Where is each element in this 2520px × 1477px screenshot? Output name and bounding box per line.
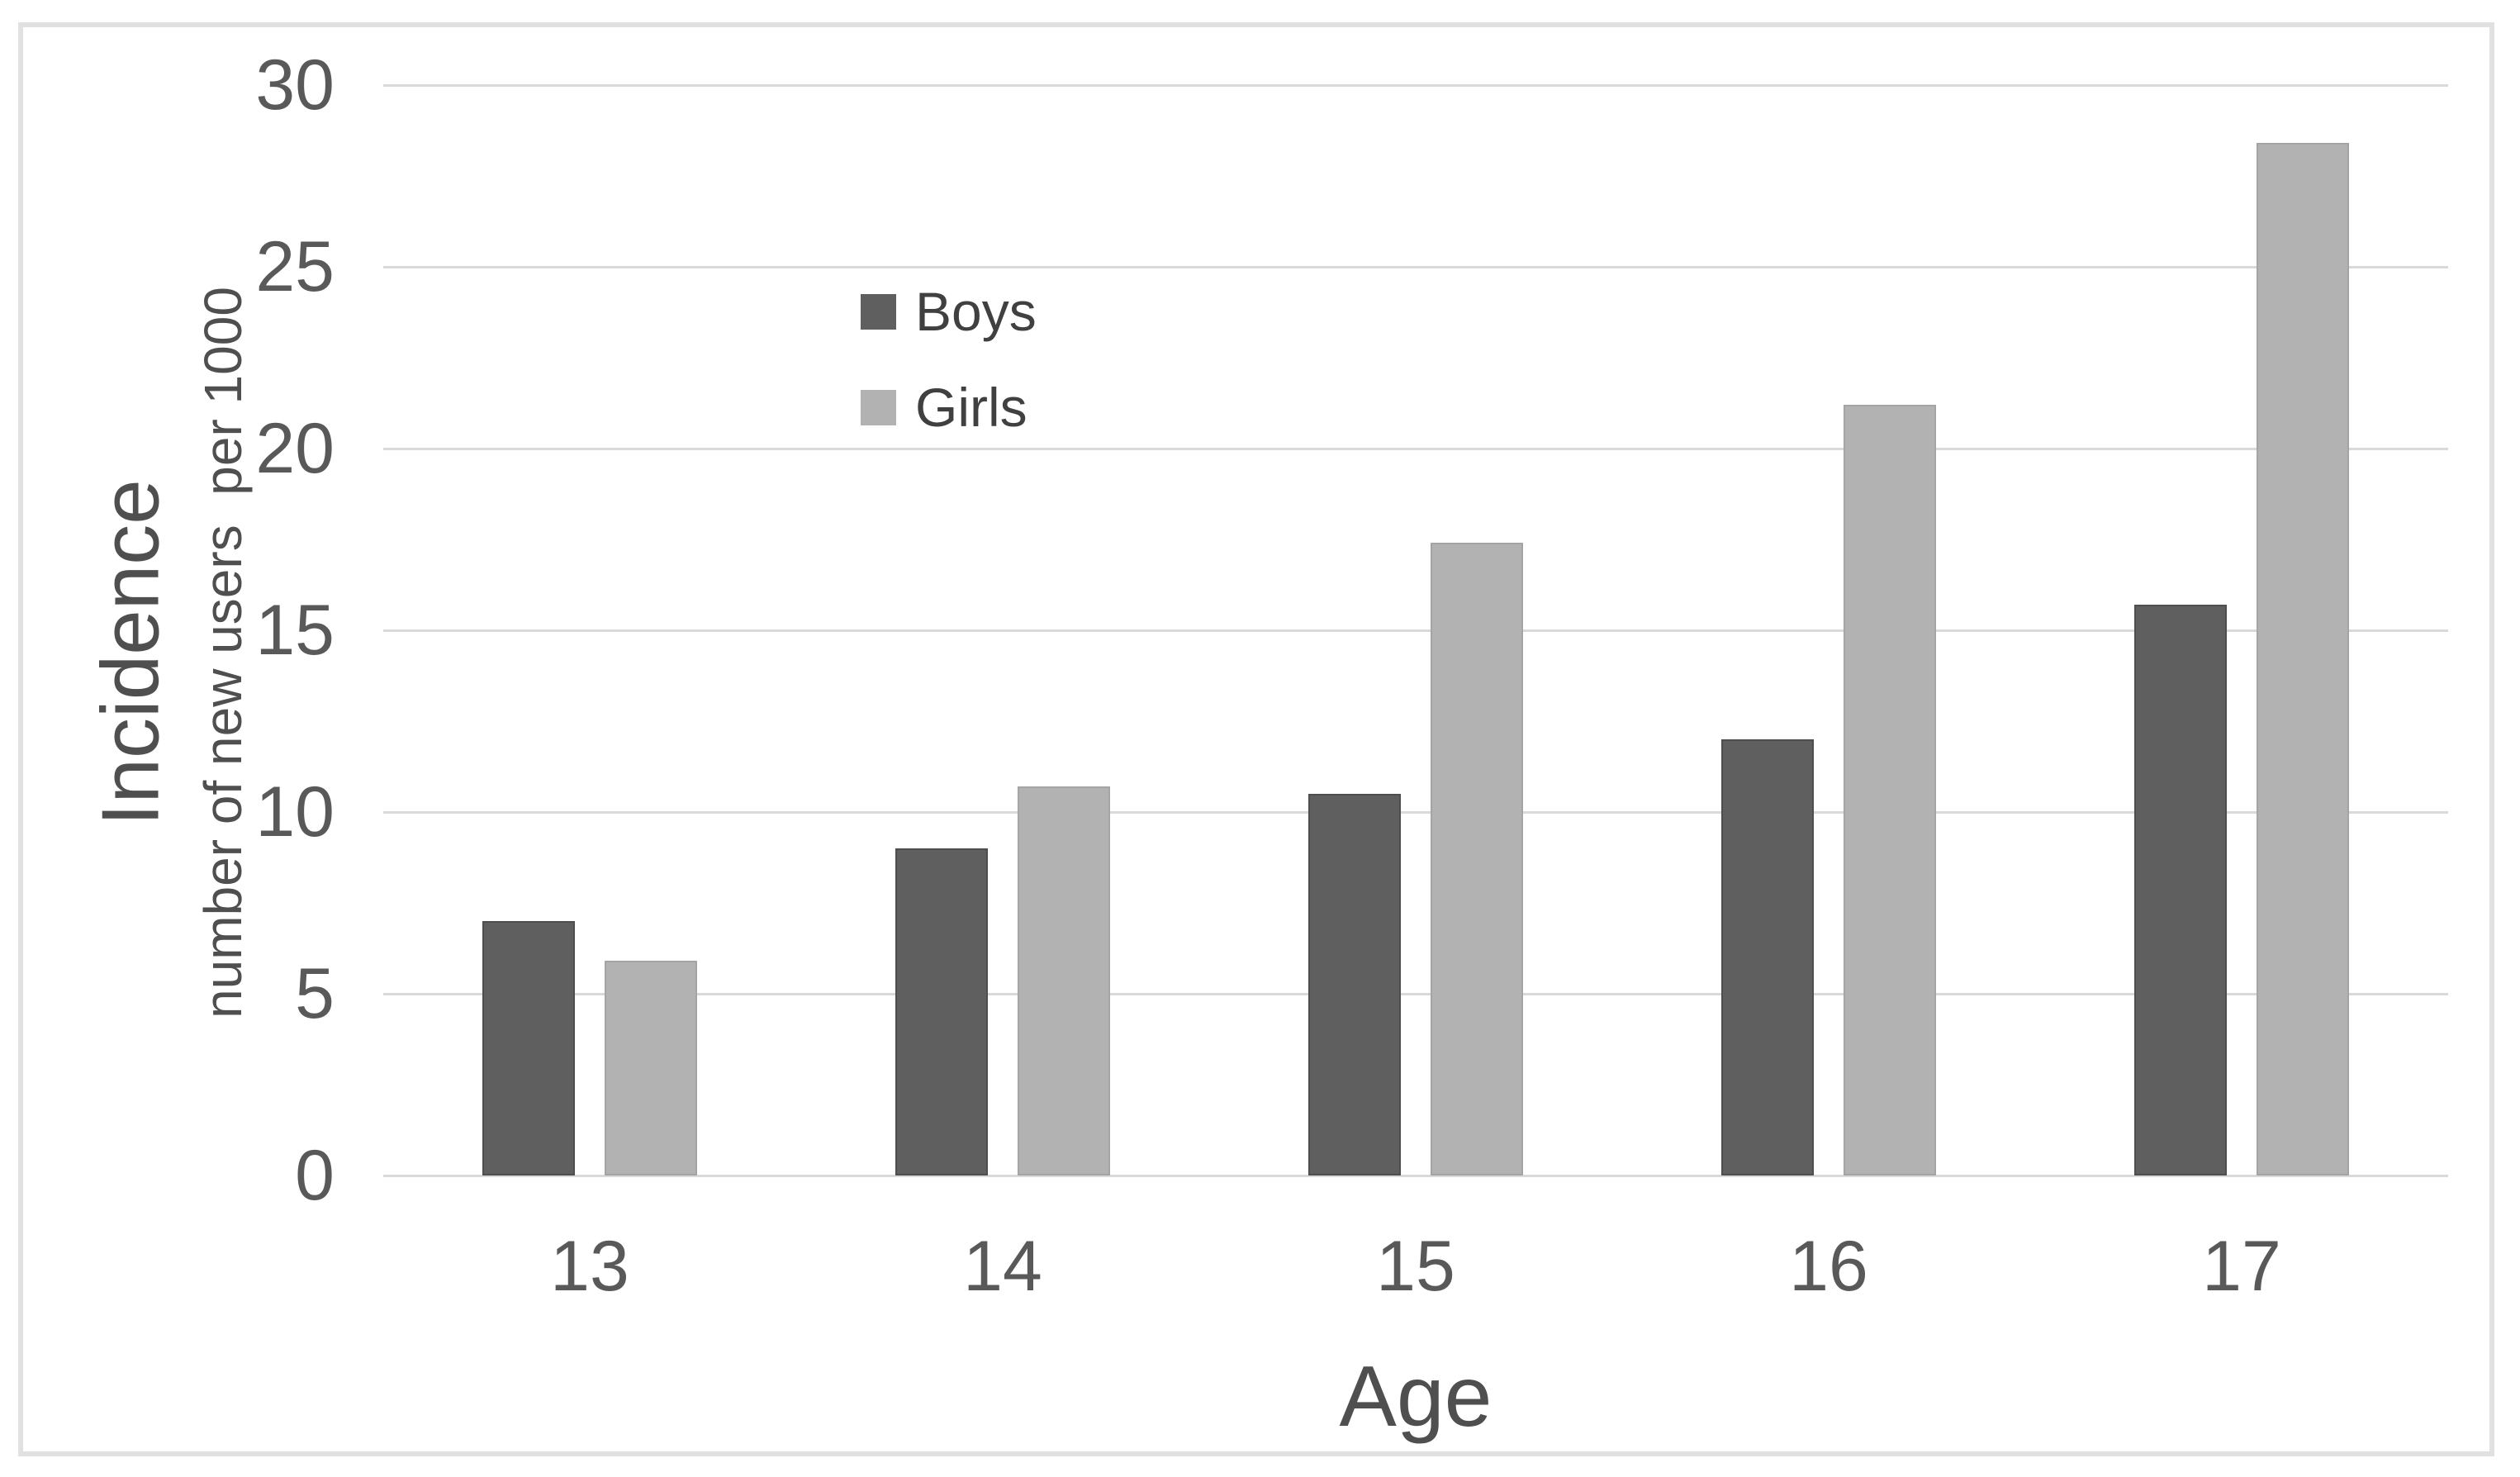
- gridline: [383, 447, 2448, 450]
- bar-girls-age-16: [1844, 405, 1936, 1175]
- y-tick-label: 5: [295, 954, 335, 1033]
- y-tick-label: 0: [295, 1136, 335, 1215]
- x-tick-label: 17: [2202, 1227, 2281, 1306]
- legend-swatch-boys: [861, 293, 896, 330]
- x-tick-label: 15: [1376, 1227, 1455, 1306]
- bar-boys-age-13: [482, 921, 575, 1175]
- bar-boys-age-17: [2134, 605, 2227, 1175]
- y-tick-label: 15: [255, 591, 335, 670]
- gridline: [383, 629, 2448, 632]
- bar-girls-age-13: [605, 961, 697, 1175]
- legend-label: Boys: [915, 281, 1037, 342]
- gridline: [383, 1174, 2448, 1177]
- bar-boys-age-16: [1721, 739, 1814, 1175]
- legend-label: Girls: [915, 377, 1027, 438]
- bar-boys-age-15: [1308, 794, 1401, 1175]
- x-tick-label: 14: [963, 1227, 1042, 1306]
- bar-girls-age-17: [2257, 143, 2349, 1175]
- gridline: [383, 83, 2448, 87]
- figure-border: [18, 22, 2494, 1456]
- x-tick-label: 16: [1789, 1227, 1868, 1306]
- y-tick-label: 20: [255, 409, 335, 488]
- legend-item-girls: Girls: [861, 377, 1037, 438]
- x-axis-title: Age: [1339, 1349, 1493, 1445]
- y-tick-label: 30: [255, 45, 335, 125]
- bar-girls-age-14: [1018, 786, 1110, 1175]
- legend-swatch-girls: [861, 389, 896, 425]
- gridline: [383, 265, 2448, 268]
- y-tick-label: 10: [255, 772, 335, 852]
- bar-girls-age-15: [1431, 543, 1523, 1175]
- bar-boys-age-14: [895, 848, 988, 1175]
- plot-area: [383, 83, 2448, 1177]
- x-tick-label: 13: [550, 1227, 629, 1306]
- legend-item-boys: Boys: [861, 281, 1037, 342]
- y-tick-label: 25: [255, 227, 335, 306]
- legend: Boys Girls: [861, 281, 1037, 438]
- gridline: [383, 992, 2448, 995]
- gridline: [383, 810, 2448, 814]
